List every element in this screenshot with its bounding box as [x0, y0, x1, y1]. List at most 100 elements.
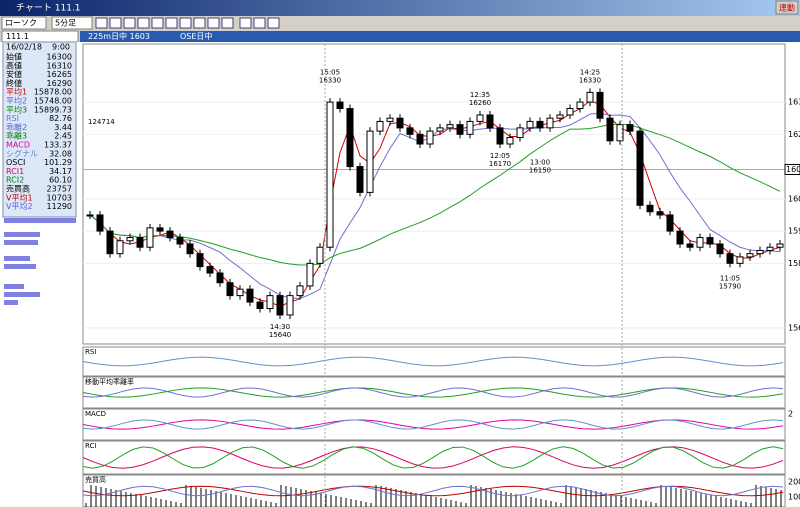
annotation-price: 16330 [579, 76, 601, 84]
candle [626, 124, 634, 132]
candle [656, 211, 664, 216]
moving-average [89, 100, 781, 307]
annotation-time: 11:05 [720, 275, 740, 283]
candle [236, 288, 244, 297]
candle [406, 127, 414, 135]
candle [226, 282, 234, 297]
session-label: OSE日中 [180, 31, 212, 41]
info-value: 32.08 [49, 149, 72, 158]
candle [376, 120, 384, 132]
y-tick-label: 162 [788, 130, 800, 139]
info-label: MACD [6, 141, 30, 150]
candle [186, 243, 194, 255]
candle [746, 253, 754, 258]
candle [636, 130, 644, 206]
info-label: 始値 [6, 52, 22, 62]
candle [266, 295, 274, 310]
candle [126, 237, 134, 242]
candle [496, 127, 504, 145]
interval-select-label: 5分足 [55, 19, 76, 28]
panel-label: RSI [85, 348, 96, 356]
info-label: 乖離3 [6, 131, 27, 141]
candle [366, 130, 374, 193]
candle [326, 101, 334, 248]
candle [316, 246, 324, 264]
candle [216, 272, 224, 284]
candle [426, 130, 434, 145]
info-label: シグナル [6, 148, 38, 158]
candle [716, 243, 724, 255]
info-value: 15748.00 [34, 97, 72, 106]
candle [766, 246, 774, 251]
indicator-line [82, 485, 784, 497]
candle [196, 253, 204, 268]
info-label: 乖離2 [6, 122, 27, 132]
candle [306, 262, 314, 287]
info-label: RCI2 [6, 176, 24, 185]
kind-select-label: ローソク [5, 19, 37, 28]
candle [286, 295, 294, 316]
candle [646, 204, 654, 213]
info-panel [2, 41, 77, 218]
indicator-line [82, 419, 784, 430]
candle [256, 301, 264, 310]
candle [616, 124, 624, 142]
candle [106, 230, 114, 255]
candle [146, 227, 154, 248]
current-box [784, 163, 800, 175]
candle [276, 295, 284, 316]
market-label: 225m日中 1603 [88, 31, 150, 41]
candle [726, 253, 734, 264]
candle [246, 288, 254, 303]
kind-select[interactable] [1, 16, 47, 30]
title-bar [0, 0, 800, 16]
info-value: 101.29 [44, 158, 72, 167]
candle [466, 120, 474, 135]
indicator-panel [82, 346, 786, 377]
candle [666, 214, 674, 232]
candle [576, 101, 584, 110]
info-label: OSCI [6, 158, 25, 167]
info-label: 売買高 [6, 184, 30, 194]
candle [476, 114, 484, 122]
info-label: 平均3 [6, 104, 27, 114]
info-value: 15878.00 [34, 88, 72, 97]
panel-axis-label: 2 [788, 410, 793, 419]
candle [346, 108, 354, 168]
current-label: 1609 [786, 165, 800, 174]
annotation-time: 14:25 [580, 68, 600, 76]
candle [446, 124, 454, 129]
panel-label: RCI [85, 442, 96, 450]
y-tick-label: 158 [788, 259, 800, 268]
candle [596, 91, 604, 119]
candle [556, 114, 564, 119]
info-label: 平均1 [6, 87, 27, 97]
candle [336, 101, 344, 110]
candle [176, 237, 184, 245]
info-time: 9:00 [52, 43, 70, 52]
candle [516, 127, 524, 139]
panel-label: 移動平均乖離率 [85, 377, 134, 386]
annotation-time: 13:00 [530, 158, 550, 166]
candle [566, 108, 574, 116]
candle [546, 117, 554, 129]
link-button-label: 連動 [779, 3, 795, 13]
info-label: 平均2 [6, 96, 27, 106]
y-tick-label: 156 [788, 323, 800, 332]
annotation-price: 16170 [489, 160, 511, 168]
link-button[interactable] [775, 0, 799, 15]
candle [776, 243, 784, 248]
candle [136, 237, 144, 248]
annotation-time: 14:30 [270, 323, 290, 331]
info-value: 11290 [47, 202, 72, 211]
info-value: 16290 [47, 79, 72, 88]
header-strip [80, 31, 800, 42]
candle [486, 114, 494, 129]
panel-label: 売買高 [85, 475, 106, 484]
y-tick-label: 163 [788, 98, 800, 107]
indicator-line [82, 446, 784, 469]
annotation-price: 15640 [269, 331, 291, 339]
interval-select[interactable] [51, 16, 93, 30]
candle [606, 117, 614, 142]
info-value: 23757 [47, 185, 72, 194]
